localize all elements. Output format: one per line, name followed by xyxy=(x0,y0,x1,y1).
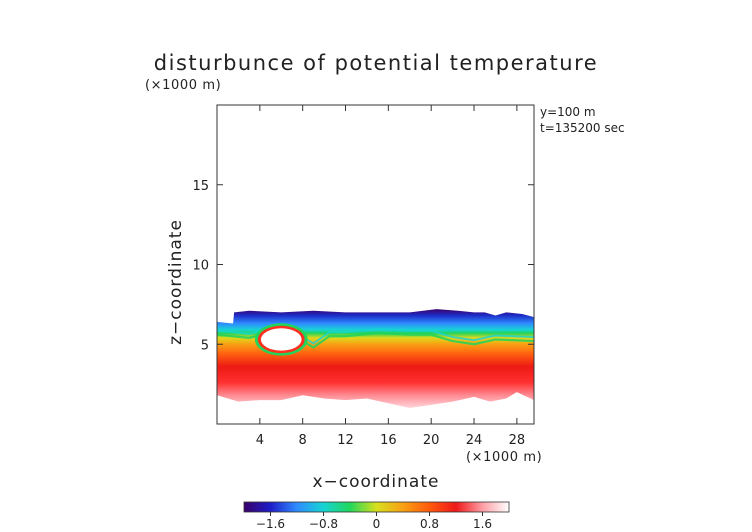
x-unit-label: (×1000 m) xyxy=(466,450,542,465)
x-axis-ticks: 4 8 12 16 20 24 28 xyxy=(256,105,525,448)
bubble-core xyxy=(260,328,302,351)
x-tick-label: 4 xyxy=(256,433,264,448)
colorbar-ramp xyxy=(243,501,510,513)
chart-title: disturbunce of potential temperature xyxy=(154,51,598,75)
y-axis-label: z−coordinate xyxy=(166,219,186,345)
colorbar-ticks: −1.6 −0.8 0 0.8 1.6 xyxy=(256,512,492,531)
plot-field xyxy=(217,309,534,409)
y-axis-ticks: 5 10 15 xyxy=(192,179,534,353)
x-axis-label: x−coordinate xyxy=(313,472,440,492)
x-tick-label: 8 xyxy=(299,433,307,448)
x-tick-label: 12 xyxy=(337,433,354,448)
y-tick-label: 5 xyxy=(201,338,209,353)
colorbar-tick-label: 0.8 xyxy=(420,517,439,531)
y-tick-label: 10 xyxy=(192,259,209,274)
colorbar-tick-label: −1.6 xyxy=(256,517,285,531)
colorbar: −1.6 −0.8 0 0.8 1.6 xyxy=(243,501,510,531)
y-tick-label: 15 xyxy=(192,179,209,194)
x-tick-label: 28 xyxy=(509,433,526,448)
x-tick-label: 24 xyxy=(466,433,483,448)
colorbar-tick-label: 1.6 xyxy=(473,517,492,531)
x-tick-label: 16 xyxy=(380,433,397,448)
chart-subtitle: (×1000 m) xyxy=(145,78,221,93)
colorbar-tick-label: 0 xyxy=(373,517,381,531)
annotation-y: y=100 m xyxy=(540,105,596,119)
annotation-block: y=100 m t=135200 sec xyxy=(540,105,625,135)
annotation-time: t=135200 sec xyxy=(540,121,625,135)
x-tick-label: 20 xyxy=(423,433,440,448)
temperature-layer xyxy=(217,309,534,409)
colorbar-tick-label: −0.8 xyxy=(309,517,338,531)
